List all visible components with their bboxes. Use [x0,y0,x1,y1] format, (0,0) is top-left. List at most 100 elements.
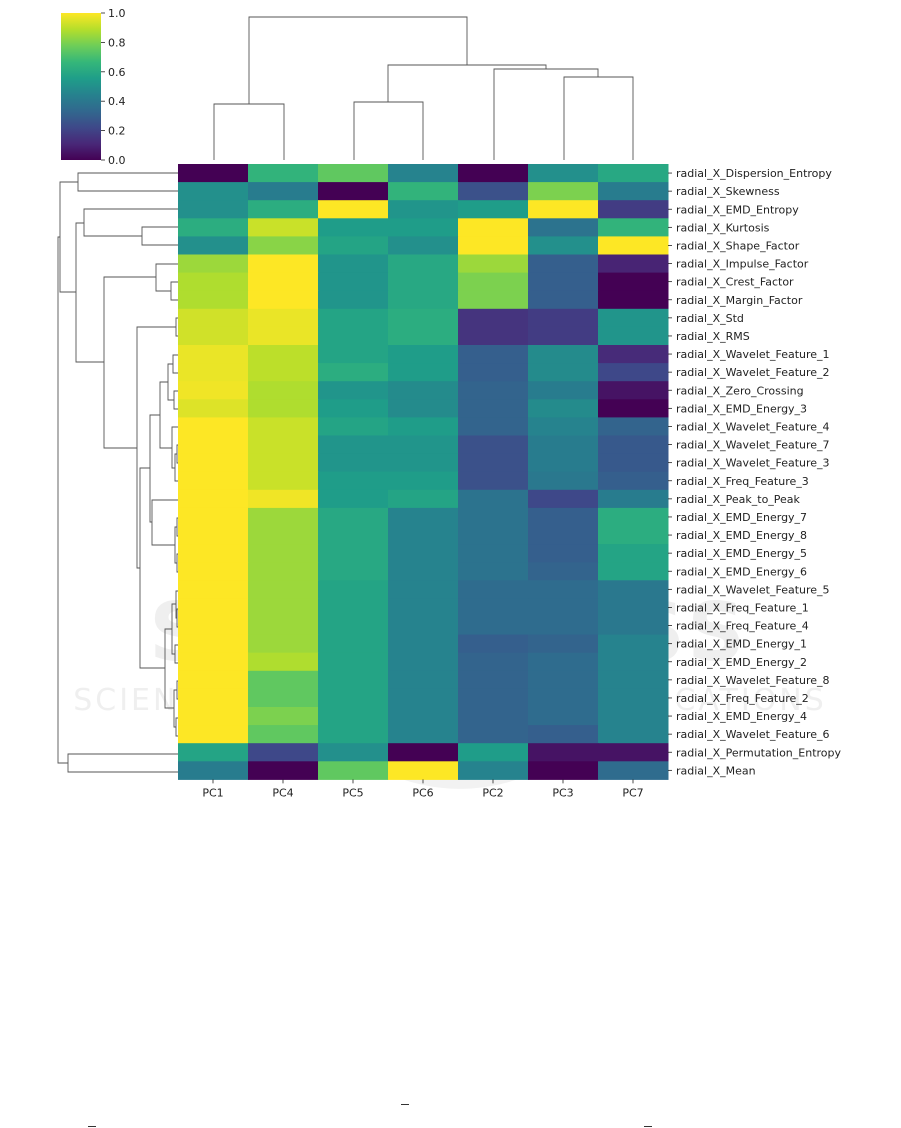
heatmap-cell [178,200,249,219]
heatmap-cell [178,761,249,780]
row-label: radial_X_EMD_Energy_6 [676,565,807,578]
heatmap-cell [318,453,389,473]
heatmap-cell [388,598,459,617]
heatmap-cell [598,200,669,219]
heatmap-cell [458,435,529,455]
heatmap-cell [598,272,669,292]
row-label: radial_X_Skewness [676,185,780,198]
column-labels: PC1 PC4 PC5 PC6 PC2 PC3 PC7 [202,779,644,799]
heatmap-cell [388,345,459,364]
row-label: radial_X_EMD_Energy_1 [676,638,807,651]
row-label: radial_X_EMD_Energy_3 [676,402,807,415]
heatmap-cell [388,254,459,274]
heatmap-cell [388,218,459,237]
heatmap-cell [248,435,319,455]
heatmap-cell [598,562,669,581]
heatmap-cell [248,182,319,201]
row-dendrogram [57,172,178,773]
heatmap-cell [248,526,319,545]
heatmap-cell [598,471,669,491]
heatmap-cell [178,345,249,364]
heatmap-cell [318,634,389,654]
colorbar-ticks: 0.0 0.2 0.4 0.6 0.8 1.0 [101,7,126,167]
row-label: radial_X_Freq_Feature_4 [676,620,809,633]
heatmap-cell [178,363,249,382]
heatmap-cell [598,616,669,636]
heatmap-cell [388,743,459,762]
colorbar-tick-label: 0.2 [108,125,126,138]
heatmap-cell [458,471,529,491]
heatmap-cell [248,544,319,563]
heatmap-cell [178,634,249,654]
heatmap-cell [178,182,249,201]
row-label: radial_X_Wavelet_Feature_1 [676,348,830,361]
heatmap-cell [248,363,319,382]
row-label: radial_X_Wavelet_Feature_4 [676,420,830,433]
heatmap-cell [458,707,529,726]
row-label: radial_X_Peak_to_Peak [676,493,801,506]
heatmap-cell [178,670,249,690]
heatmap-cell [248,725,319,744]
row-label: radial_X_Wavelet_Feature_6 [676,728,830,741]
heatmap-cell [318,381,389,400]
heatmap-cell [458,761,529,780]
heatmap-cell [458,164,529,183]
heatmap-cell [248,616,319,636]
heatmap-cell [178,272,249,292]
heatmap-cell [248,236,319,255]
heatmap-cell [528,290,599,310]
heatmap-cell [318,218,389,237]
heatmap-cell [528,218,599,237]
heatmap-cell [178,218,249,237]
column-label: PC5 [342,786,363,799]
row-label: radial_X_Std [676,312,744,325]
heatmap-cell [178,580,249,599]
heatmap-cell [388,562,459,581]
heatmap-cell [458,272,529,292]
heatmap-cell [528,363,599,382]
heatmap-cell [528,345,599,364]
colorbar-tick-label: 1.0 [108,7,126,20]
heatmap-cell [528,200,599,219]
row-label: radial_X_Shape_Factor [676,239,800,252]
heatmap-cell [458,562,529,581]
row-label: radial_X_Freq_Feature_3 [676,475,809,488]
heatmap-cell [458,236,529,255]
heatmap-cell [248,743,319,762]
heatmap-cell [598,743,669,762]
heatmap-cell [388,435,459,455]
heatmap-cell [178,326,249,346]
heatmap-cell [528,507,599,527]
heatmap-cell [248,254,319,274]
heatmap-cell [178,489,249,509]
heatmap-cell [178,453,249,473]
heatmap-cell [528,471,599,491]
row-label: radial_X_Kurtosis [676,221,770,234]
heatmap-cell [388,471,459,491]
heatmap-cell [248,761,319,780]
row-label: radial_X_Wavelet_Feature_2 [676,366,830,379]
heatmap-cell [458,200,529,219]
heatmap-cell [318,290,389,310]
heatmap-cell [598,308,669,328]
heatmap-cell [318,164,389,183]
heatmap-cell [598,254,669,274]
heatmap-cell [388,363,459,382]
heatmap-cell [248,381,319,400]
heatmap-cell [598,634,669,654]
heatmap-cell [458,580,529,599]
heatmap-cell [248,290,319,310]
heatmap-cell [248,164,319,183]
heatmap-cell [318,308,389,328]
heatmap-cell [178,616,249,636]
heatmap-cell [528,707,599,726]
heatmap-cell [458,182,529,201]
heatmap-cell [598,381,669,400]
heatmap-cell [598,507,669,527]
row-label: radial_X_Wavelet_Feature_7 [676,439,830,452]
heatmap-cell [318,507,389,527]
heatmap-cell [388,580,459,599]
heatmap-cell [388,652,459,672]
heatmap-cell [388,290,459,310]
